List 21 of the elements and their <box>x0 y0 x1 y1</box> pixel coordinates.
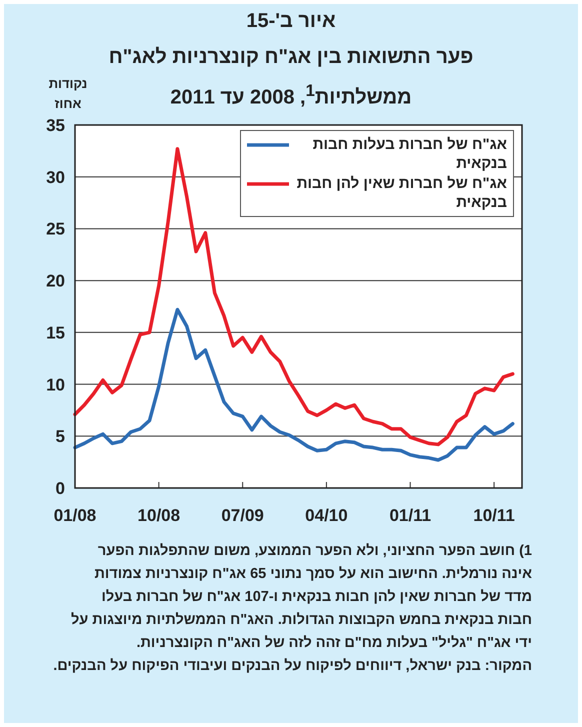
x-tick-label: 07/09 <box>221 506 264 525</box>
x-tick-label: 01/08 <box>54 506 96 525</box>
y-tick-label: 20 <box>46 272 65 291</box>
chart-title: איור ב'-15 <box>245 10 337 33</box>
x-tick-label: 10/08 <box>138 506 180 525</box>
y-tick-label: 10 <box>46 375 65 394</box>
y-tick-label: 5 <box>56 427 65 446</box>
line-series <box>73 308 514 462</box>
legend-label: אג"ח של חברות שאין להן חבות בנקאית <box>296 174 507 212</box>
y-tick-label: 30 <box>46 168 65 187</box>
x-tick-label: 01/11 <box>389 506 432 525</box>
x-tick-label: 04/10 <box>305 506 348 525</box>
y-tick-label: 25 <box>46 220 65 239</box>
y-tick-label: 35 <box>46 116 65 135</box>
y-axis-title: נקודות אחוז <box>48 75 88 113</box>
text: 1) חושב הפער החציוני, ולא הפער הממוצע, משום שהתפלגות הפער אינה נורמלית. החישוב הוא על סמך נתוני 65 אג"ח קונצרניות צמודות מדד של חברות שאין להן חבות בנקאית ו-107 אג"ח של חברות בעלו חבות בנקאית בחמש הקבוצות הגדולות. האג"ח הממשלתיות מיוצגות על ידי אג"ח "גליל" בעלות מח"ם זהה לזה של האג"ח הקונצרניות. <box>70 542 532 653</box>
legend-label: אג"ח של חברות בעלות חבות בנקאית <box>312 135 507 173</box>
text: המקור: בנק ישראל, דיווחים לפיקוח על הבנקים ועיבודי הפיקוח על הבנקים. <box>52 657 532 676</box>
y-tick-label: 0 <box>56 479 65 498</box>
x-tick-label: 10/11 <box>473 506 515 525</box>
y-tick-label: 15 <box>46 323 65 342</box>
